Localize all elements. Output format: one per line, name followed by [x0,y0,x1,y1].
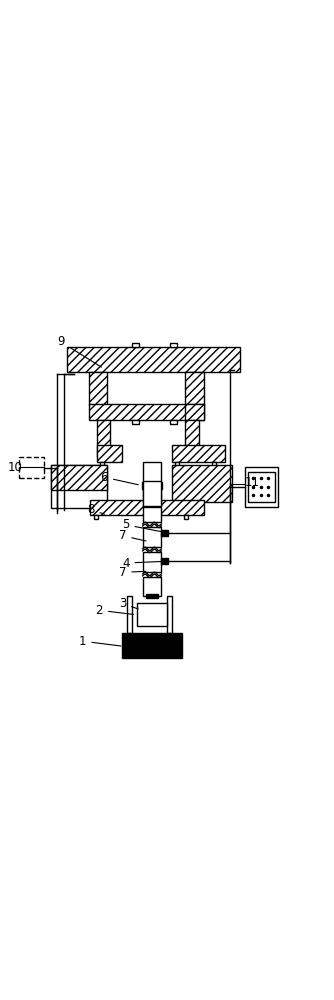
Bar [97,420,111,457]
Bar [97,445,122,462]
Bar [143,482,161,506]
Text: 8: 8 [87,503,105,516]
Bar [94,515,98,519]
Bar [143,577,161,596]
Bar [248,472,275,502]
Bar [89,372,107,405]
Text: 2: 2 [96,604,133,617]
Bar [143,527,161,547]
Bar [167,596,172,633]
Bar [212,462,216,466]
Bar [89,404,204,420]
Bar [50,465,107,490]
Text: 1: 1 [79,635,121,648]
Bar [143,552,161,572]
Bar [175,462,179,466]
Bar [170,343,177,347]
Bar [187,456,191,460]
Bar [185,404,204,420]
Text: 7: 7 [119,566,146,579]
Text: 5: 5 [122,518,165,532]
Bar [184,515,188,519]
Bar [170,420,177,424]
Bar [91,500,204,515]
Text: 4: 4 [122,557,165,570]
Bar [127,596,132,633]
Bar [143,507,161,522]
Text: 3: 3 [119,597,138,610]
Bar [172,465,232,502]
Bar [143,462,161,482]
Bar [132,343,139,347]
Bar [172,445,225,462]
Bar [146,594,158,598]
Bar [245,467,279,507]
Bar [137,603,167,626]
Bar [142,482,162,489]
Text: 9: 9 [57,335,102,367]
Text: 7: 7 [119,529,146,542]
Text: 6: 6 [101,471,138,485]
Text: 10: 10 [7,461,22,474]
Bar [67,347,240,372]
Bar [101,462,105,466]
Text: 11: 11 [245,476,260,489]
Bar [19,457,44,478]
Bar [185,420,199,457]
Bar [99,456,103,460]
Bar [143,481,161,506]
Bar [132,420,139,424]
Bar [122,633,182,658]
Bar [50,465,107,508]
Bar [185,372,204,405]
Bar [161,558,168,564]
Bar [161,530,168,536]
